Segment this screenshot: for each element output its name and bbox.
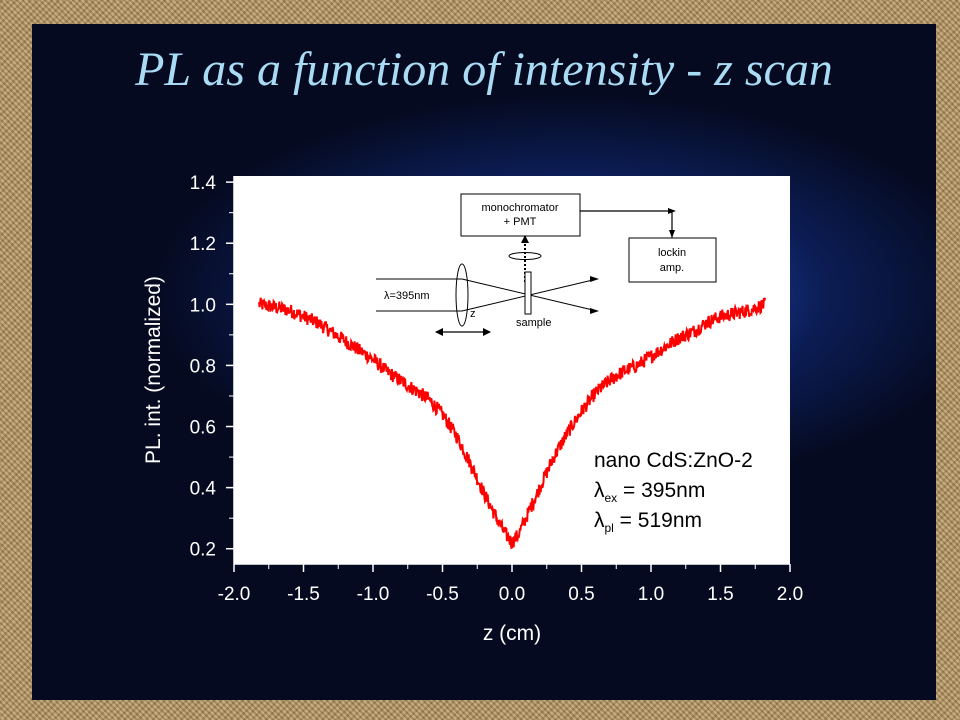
legend-lambda-pl: λ bbox=[594, 509, 605, 532]
legend-emission: λpl = 519nm bbox=[594, 509, 702, 535]
wire-arrowhead-1 bbox=[668, 208, 676, 214]
x-tick-label: -1.5 bbox=[287, 584, 320, 605]
laser-label: λ=395nm bbox=[384, 290, 430, 302]
x-tick-labels: -2.0 -1.5 -1.0 -0.5 0.0 0.5 1.0 1.5 2.0 bbox=[218, 584, 804, 605]
legend-ex-sub: ex bbox=[605, 491, 618, 505]
y-axis-title: PL. int. (normalized) bbox=[142, 276, 165, 464]
slide-title: PL as a function of intensity - z scan bbox=[135, 43, 833, 96]
monochromator-label-1: monochromator bbox=[481, 202, 558, 214]
z-label: z bbox=[470, 308, 476, 320]
legend-pl-value: = 519nm bbox=[614, 509, 702, 532]
z-arrowhead-left bbox=[435, 328, 443, 336]
y-tick-label: 0.4 bbox=[190, 479, 217, 500]
beam-arrowhead-1 bbox=[590, 308, 599, 314]
collection-lens bbox=[508, 252, 542, 260]
legend-ex-value: = 395nm bbox=[617, 479, 705, 502]
x-tick-label: 0.0 bbox=[499, 584, 525, 605]
legend-excitation: λex = 395nm bbox=[594, 479, 705, 505]
legend-pl-sub: pl bbox=[605, 521, 614, 535]
setup-diagram: monochromator + PMT lockin amp. λ=395nm bbox=[376, 193, 717, 336]
x-tick-label: 1.0 bbox=[638, 584, 664, 605]
x-tick-label: 1.5 bbox=[707, 584, 733, 605]
legend-sample: nano CdS:ZnO-2 bbox=[594, 449, 753, 472]
monochromator-box bbox=[460, 193, 581, 237]
legend: nano CdS:ZnO-2 λex = 395nm λpl = 519nm bbox=[594, 449, 753, 535]
beam-arrowhead-2 bbox=[590, 276, 599, 282]
axis-ticks bbox=[226, 181, 791, 572]
monochromator-label-2: + PMT bbox=[504, 216, 537, 228]
lockin-label-1: lockin bbox=[658, 247, 686, 259]
series-line bbox=[258, 297, 766, 550]
y-tick-label: 0.8 bbox=[190, 356, 216, 377]
x-tick-label: 2.0 bbox=[777, 584, 803, 605]
legend-lambda-ex: λ bbox=[594, 479, 605, 502]
x-axis-title: z (cm) bbox=[483, 622, 541, 645]
x-tick-label: -0.5 bbox=[426, 584, 459, 605]
y-tick-label: 1.2 bbox=[190, 234, 216, 255]
focusing-lens bbox=[455, 263, 469, 327]
pl-zscan-chart: -2.0 -1.5 -1.0 -0.5 0.0 0.5 1.0 1.5 2.0 0.20.40.… bbox=[142, 173, 804, 645]
y-tick-label: 0.2 bbox=[190, 540, 216, 561]
lockin-label-2: amp. bbox=[660, 262, 684, 274]
y-tick-label: 1.0 bbox=[190, 295, 216, 316]
z-arrowhead-right bbox=[483, 328, 491, 336]
x-tick-label: -2.0 bbox=[218, 584, 251, 605]
lockin-box bbox=[628, 237, 717, 283]
sample-slab bbox=[524, 271, 532, 315]
x-tick-label: 0.5 bbox=[568, 584, 594, 605]
sample-label: sample bbox=[516, 317, 551, 329]
collection-arrowhead bbox=[521, 235, 529, 243]
y-tick-label: 1.4 bbox=[190, 173, 217, 194]
wire-arrowhead-2 bbox=[669, 230, 675, 238]
x-tick-label: -1.0 bbox=[357, 584, 390, 605]
y-tick-label: 0.6 bbox=[190, 418, 216, 439]
slide: PL as a function of intensity - z scan -… bbox=[32, 24, 936, 700]
y-tick-labels: 0.2 0.4 0.6 0.8 1.0 1.2 1.4 bbox=[190, 173, 217, 561]
